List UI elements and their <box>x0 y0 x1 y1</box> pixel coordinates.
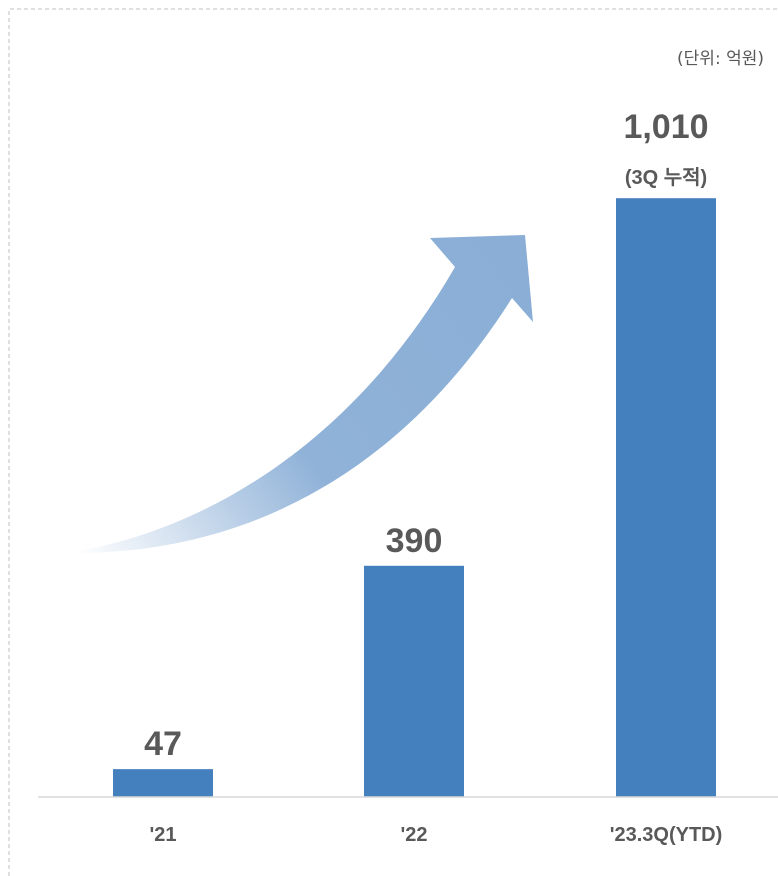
x-tick-label: '23.3Q(YTD) <box>610 824 723 846</box>
x-tick-label: '22 <box>400 824 427 846</box>
bar <box>113 769 213 797</box>
chart-border <box>8 8 778 876</box>
data-label-note: (3Q 누적) <box>625 166 707 189</box>
unit-label: (단위: 억원) <box>677 49 764 69</box>
plot-area: 47 '21 390 '22 1,010 (3Q 누적) '23.3Q(YTD) <box>113 108 722 846</box>
bar <box>364 565 464 797</box>
growth-arrow-icon <box>68 235 533 554</box>
data-label: 47 <box>144 725 182 763</box>
data-label: 390 <box>386 522 443 560</box>
data-label: 1,010 <box>623 108 708 146</box>
bar <box>616 198 716 797</box>
x-tick-label: '21 <box>149 824 176 846</box>
